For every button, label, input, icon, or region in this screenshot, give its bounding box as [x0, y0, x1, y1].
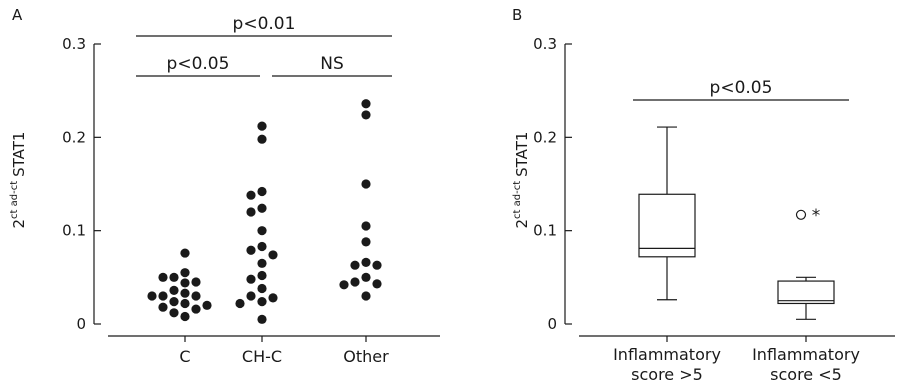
panel-b-label: B	[512, 6, 522, 24]
panel-a-category-label: C	[179, 347, 190, 366]
panel-a-data-point	[361, 179, 371, 189]
panel-a-ylabel-base: 2	[10, 219, 28, 229]
panel-a-data-point	[202, 300, 212, 310]
panel-a-data-point	[350, 277, 360, 287]
panel-a-data-point	[180, 268, 190, 278]
panel-a-data-point	[180, 248, 190, 258]
panel-a-data-point	[246, 274, 256, 284]
panel-a-data-point	[246, 207, 256, 217]
panel-a-data-point	[235, 298, 245, 309]
panel-a-data-point	[268, 250, 278, 260]
panel-a-data-point	[191, 304, 201, 314]
panel-a-y-axis-label: 2ct ad-ct STAT1	[9, 132, 28, 229]
panel-a-data-point	[257, 241, 267, 252]
panel-a-data-point	[246, 245, 256, 255]
panel-a-category-label: Other	[343, 347, 389, 366]
panel-a-data-point	[180, 311, 190, 322]
svg-text:2ct ad-ctSTAT1: 2ct ad-ct STAT1	[9, 132, 28, 229]
panel-b-y-tick-label: 0.1	[533, 222, 557, 240]
panel-b-y-tick-label: 0.3	[533, 35, 557, 53]
panel-a-data-point	[246, 291, 256, 301]
panel-b-y-tick-label: 0	[547, 315, 557, 333]
panel-a-y-tick-label: 0.3	[62, 35, 86, 53]
panel-a-data-point	[257, 314, 267, 324]
panel-a-data-point	[350, 260, 360, 270]
panel-b-y-tick-label: 0.2	[533, 128, 557, 146]
panel-a-data-point	[257, 226, 267, 236]
panel-a-category-label: CH-C	[242, 347, 282, 366]
panel-a-data-point	[361, 110, 371, 120]
panel-a-y-tick-label: 0	[76, 315, 86, 333]
panel-b-y-axis-label: 2ct ad-ct STAT1	[512, 132, 531, 229]
panel-a-data-point	[257, 203, 267, 213]
panel-a-data-point	[361, 272, 371, 282]
panel-b-category-label-line1: Inflammatory	[752, 345, 860, 364]
panel-a-ylabel-sup: ct ad-ct	[9, 181, 20, 219]
panel-a-data-point	[180, 298, 190, 309]
panel-a-data-point	[257, 121, 267, 131]
panel-a-data-point	[361, 99, 371, 109]
panel-a-data-point	[158, 272, 168, 282]
panel-a-data-point	[158, 302, 168, 312]
panel-a-data-point	[180, 288, 190, 298]
panel-a-data-point	[268, 293, 278, 303]
panel-a: A 2ct ad-ct STAT1 0 0.1 0.2 0.3 C CH-C Other p…	[9, 6, 440, 366]
panel-b-ylabel-sup: ct ad-ct	[512, 181, 523, 219]
panel-b-category-label-line2: score >5	[631, 365, 703, 384]
panel-a-data-point	[257, 270, 267, 281]
panel-a-data-point	[372, 260, 382, 270]
panel-b-ylabel-name: STAT1	[513, 132, 531, 177]
panel-a-data-point	[158, 291, 168, 301]
panel-a-significance-label: p<0.05	[167, 54, 230, 74]
panel-a-data-point	[361, 257, 371, 267]
panel-b-category-label-line2: score <5	[770, 365, 842, 384]
panel-b-significance-label: p<0.05	[710, 78, 773, 98]
panel-b-box	[638, 193, 696, 258]
panel-b-category-label-line1: Inflammatory	[613, 345, 721, 364]
panel-a-data-point	[169, 285, 179, 295]
panel-a-label: A	[12, 6, 23, 24]
panel-a-significance-label: p<0.01	[233, 14, 296, 34]
panel-b: B 2ct ad-ct STAT1 0 0.1 0.2 0.3 Inflammatory…	[512, 6, 895, 384]
panel-a-data-point	[191, 277, 201, 287]
panel-a-data-point	[169, 297, 179, 307]
panel-a-y-tick-label: 0.2	[62, 128, 86, 146]
panel-a-data-point	[257, 134, 267, 144]
panel-b-extreme-marker: *	[812, 206, 821, 226]
panel-a-ylabel-name: STAT1	[10, 132, 28, 177]
panel-a-data-point	[147, 291, 157, 301]
panel-a-data-point	[372, 279, 382, 289]
panel-a-data-point	[257, 186, 267, 197]
panel-a-data-point	[257, 283, 267, 294]
panel-a-data-point	[361, 237, 371, 247]
panel-a-data-point	[180, 278, 190, 288]
panel-a-data-point	[191, 291, 201, 301]
panel-b-boxplot: *	[777, 206, 835, 320]
panel-a-data-point	[246, 190, 256, 200]
panel-a-data-point	[257, 297, 267, 307]
panel-a-data-point	[257, 258, 267, 268]
panel-a-data-point	[169, 308, 179, 318]
panel-a-data-point	[169, 272, 179, 282]
panel-b-ylabel-base: 2	[513, 219, 531, 229]
panel-a-y-tick-label: 0.1	[62, 222, 86, 240]
panel-a-data-point	[361, 221, 371, 231]
panel-a-significance-label: NS	[320, 54, 344, 74]
panel-b-boxplot	[638, 126, 696, 301]
panel-b-box	[777, 280, 835, 305]
panel-b-outlier-point	[795, 209, 807, 220]
panel-a-data-point	[339, 280, 349, 290]
svg-text:2ct ad-ctSTAT1: 2ct ad-ct STAT1	[512, 132, 531, 229]
panel-a-data-point	[361, 291, 371, 301]
